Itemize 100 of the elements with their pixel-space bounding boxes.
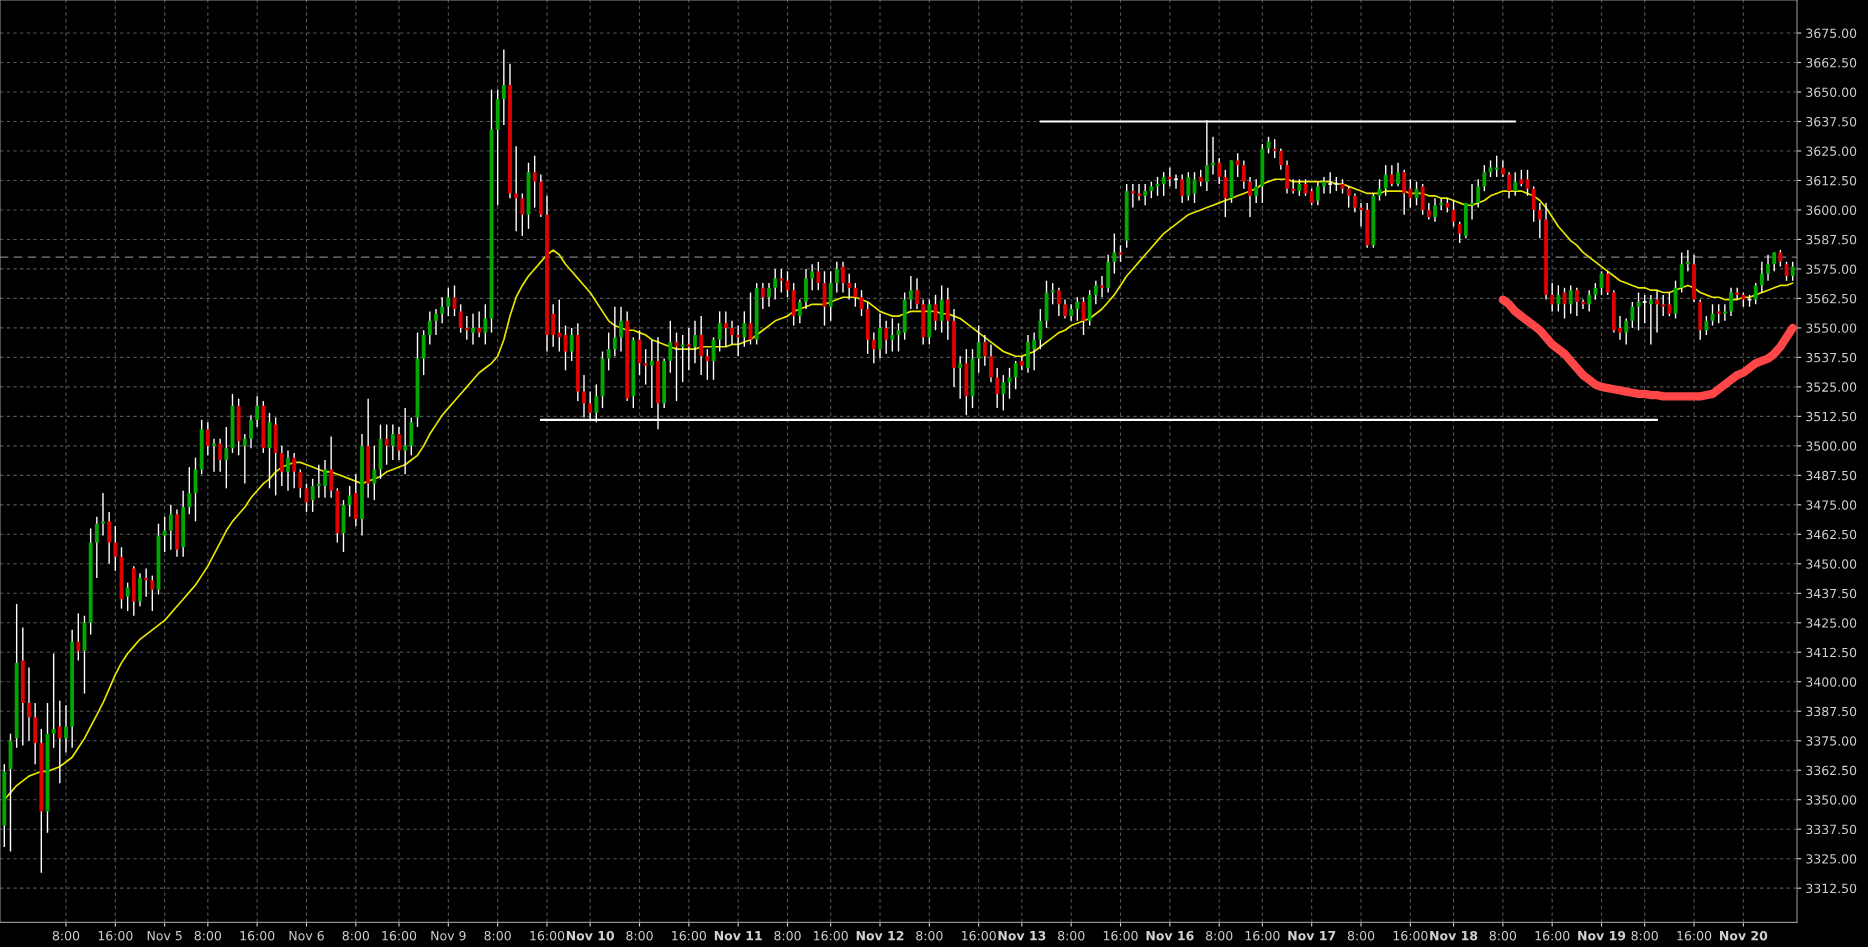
candlestick bbox=[1482, 164, 1487, 192]
candlestick bbox=[446, 287, 451, 317]
candlestick bbox=[705, 348, 710, 381]
candlestick bbox=[125, 581, 130, 612]
candlestick bbox=[884, 320, 889, 355]
y-tick-label: 3525.00 bbox=[1806, 382, 1857, 392]
x-tick-label: 16:00 bbox=[672, 930, 707, 941]
candlestick bbox=[1679, 251, 1684, 294]
x-tick-label: 16:00 bbox=[1245, 930, 1280, 941]
candlestick bbox=[76, 612, 81, 662]
candlestick bbox=[27, 666, 31, 742]
candlestick bbox=[976, 324, 981, 374]
candlestick bbox=[279, 445, 284, 487]
y-tick-label: 3537.50 bbox=[1806, 352, 1857, 363]
candlestick bbox=[1420, 183, 1425, 216]
candlestick bbox=[1346, 185, 1351, 209]
candlestick bbox=[551, 303, 556, 348]
candlestick bbox=[841, 261, 845, 294]
y-tick-label: 3575.00 bbox=[1806, 264, 1857, 274]
x-tick-label: 16:00 bbox=[1103, 930, 1138, 941]
candlestick bbox=[680, 334, 685, 383]
candlestick bbox=[1587, 289, 1592, 313]
candlestick bbox=[742, 310, 747, 348]
x-tick-label: 8:00 bbox=[916, 930, 943, 941]
candlestick bbox=[397, 426, 401, 461]
candlestick bbox=[810, 263, 815, 291]
candlestick bbox=[1568, 284, 1573, 315]
y-tick-label: 3375.00 bbox=[1806, 736, 1857, 746]
x-tick-label: 8:00 bbox=[1206, 930, 1233, 941]
candlestick bbox=[1494, 155, 1499, 178]
candlestick bbox=[1248, 176, 1252, 218]
candlestick bbox=[483, 303, 488, 346]
candlestick bbox=[915, 277, 919, 310]
candlestick bbox=[1402, 169, 1407, 216]
x-tick-label: 16:00 bbox=[962, 930, 996, 941]
candlestick bbox=[1161, 171, 1166, 197]
candlestick bbox=[205, 421, 210, 456]
candlestick bbox=[1772, 251, 1777, 272]
x-tick-label: 16:00 bbox=[814, 930, 848, 941]
x-tick-label: Nov 10 bbox=[566, 930, 615, 941]
candlestick bbox=[878, 313, 882, 360]
x-tick-label: 16:00 bbox=[1677, 930, 1712, 941]
candlestick bbox=[908, 275, 913, 310]
candlestick bbox=[187, 466, 192, 515]
candlestick bbox=[138, 572, 142, 607]
y-tick-label: 3412.50 bbox=[1806, 647, 1857, 658]
candlestick bbox=[57, 699, 62, 784]
candlestick bbox=[730, 320, 734, 346]
candlestick bbox=[1396, 162, 1400, 188]
candlestick bbox=[1093, 280, 1098, 306]
x-tick-label: 8:00 bbox=[774, 930, 801, 941]
x-tick-label: Nov 12 bbox=[856, 930, 904, 941]
x-tick-label: Nov 19 bbox=[1578, 930, 1626, 941]
candlestick bbox=[1766, 254, 1770, 282]
candlestick bbox=[1019, 355, 1024, 372]
y-tick-label: 3487.50 bbox=[1806, 470, 1857, 481]
candlestick bbox=[1050, 282, 1055, 306]
candlestick bbox=[1729, 287, 1733, 317]
y-tick-label: 3587.50 bbox=[1806, 234, 1857, 245]
candlestick bbox=[1223, 169, 1228, 218]
candlestick bbox=[816, 261, 821, 291]
candlestick bbox=[329, 435, 334, 499]
candlestick bbox=[828, 270, 833, 322]
y-tick-label: 3562.50 bbox=[1806, 293, 1857, 304]
y-tick-label: 3450.00 bbox=[1806, 559, 1857, 569]
candlestick bbox=[107, 511, 112, 565]
candlestick bbox=[323, 459, 327, 499]
candlestick bbox=[1383, 164, 1388, 197]
y-tick-label: 3662.50 bbox=[1806, 57, 1857, 68]
candlestick bbox=[1056, 287, 1061, 317]
candlestick bbox=[847, 272, 852, 301]
candlestick bbox=[1254, 178, 1259, 204]
candlestick bbox=[1038, 308, 1043, 350]
candlestick bbox=[939, 284, 944, 334]
candlestick bbox=[773, 268, 778, 301]
candlestick bbox=[310, 478, 315, 513]
candlestick bbox=[1457, 221, 1462, 244]
candlestick bbox=[1186, 171, 1191, 202]
candlestick bbox=[1137, 183, 1141, 202]
candlestick bbox=[471, 313, 475, 346]
candlestick bbox=[1013, 360, 1018, 390]
candlestick bbox=[1476, 178, 1481, 209]
candlestick bbox=[619, 305, 623, 353]
x-tick-label: Nov 5 bbox=[147, 931, 182, 941]
candlestick bbox=[1556, 284, 1561, 313]
candlestick bbox=[1075, 296, 1080, 322]
y-tick-label: 3400.00 bbox=[1806, 677, 1857, 687]
candlestick bbox=[1722, 303, 1727, 322]
x-tick-label: 16:00 bbox=[530, 930, 565, 941]
x-tick-label: Nov 6 bbox=[289, 930, 324, 941]
candlestick bbox=[1235, 152, 1240, 178]
x-tick-label: 16:00 bbox=[1535, 930, 1570, 941]
x-tick-label: 8:00 bbox=[342, 930, 370, 941]
candlestick bbox=[797, 298, 802, 324]
y-tick-label: 3675.00 bbox=[1806, 28, 1857, 38]
candlestick bbox=[760, 282, 765, 310]
candlestick bbox=[1704, 315, 1709, 336]
y-tick-label: 3512.50 bbox=[1806, 411, 1857, 422]
candlestick bbox=[1327, 171, 1333, 195]
candlestick bbox=[686, 327, 691, 372]
